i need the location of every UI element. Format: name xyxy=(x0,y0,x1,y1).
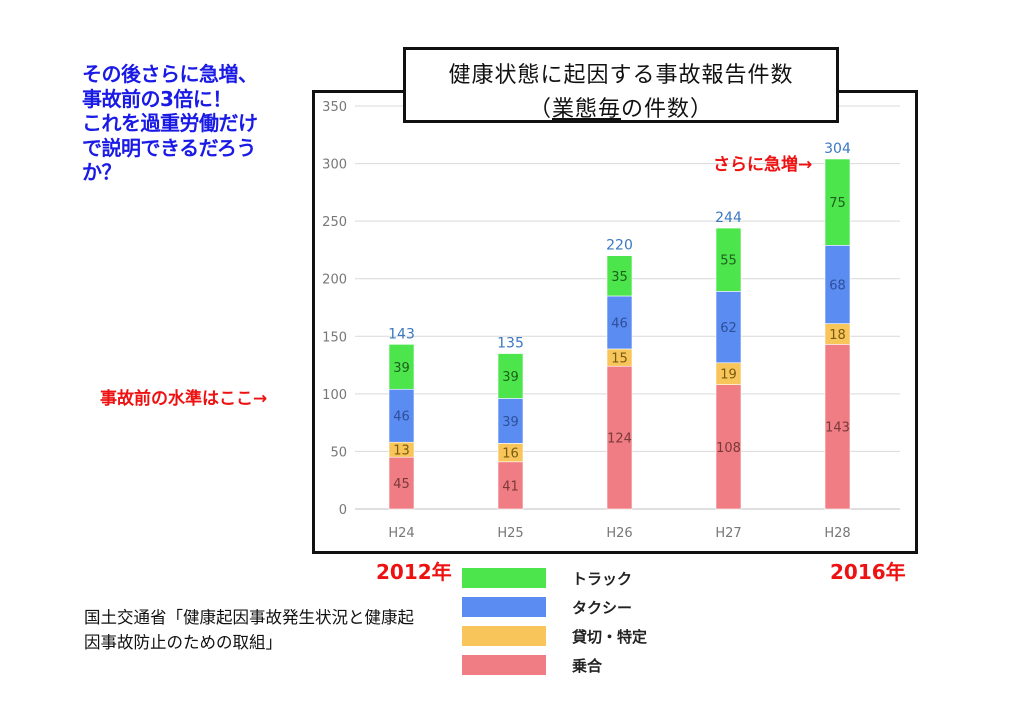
bar-total-label: 220 xyxy=(606,238,633,254)
chart-title-box: 健康状態に起因する事故報告件数 （業態毎の件数） xyxy=(403,47,839,123)
bar-value-label: 19 xyxy=(720,368,737,383)
bar-value-label: 75 xyxy=(829,196,846,211)
chart-title-underlined: 業態毎 xyxy=(551,97,621,122)
surge-label: さらに急増→ xyxy=(713,155,813,175)
chart-title-line2: （業態毎の件数） xyxy=(406,91,836,123)
x-tick-label: H25 xyxy=(497,526,523,541)
bar-total-label: 304 xyxy=(824,141,851,157)
bar-segment-truck xyxy=(606,255,633,297)
bar-segment-taxi xyxy=(388,388,415,443)
bar-value-label: 45 xyxy=(393,477,410,492)
chart-title-line1: 健康状態に起因する事故報告件数 xyxy=(448,63,794,88)
chart-title-rest: の件数） xyxy=(621,97,714,122)
legend-label-truck: トラック xyxy=(572,570,633,588)
note-line-1: その後さらに急増、 xyxy=(82,62,258,86)
y-tick-label: 200 xyxy=(322,273,347,288)
bar-total-label: 135 xyxy=(497,336,524,352)
bar-value-label: 143 xyxy=(825,421,850,436)
x-tick-label: H28 xyxy=(824,526,850,541)
note-line-2: 事故前の3倍に！ xyxy=(82,86,232,111)
legend-label-bus: 乗合 xyxy=(572,657,603,675)
year-end-label: 2016年 xyxy=(830,560,906,584)
x-tick-label: H26 xyxy=(606,526,632,541)
baseline-label: 事故前の水準はここ→ xyxy=(100,389,268,409)
bar-segment-truck xyxy=(388,344,415,390)
legend-item-bus: 乗合 xyxy=(462,655,662,679)
bar-value-label: 108 xyxy=(716,441,741,456)
y-tick-label: 350 xyxy=(322,100,347,115)
note-line-3: これを過重労働だけ xyxy=(82,111,258,135)
legend-item-taxi: タクシー xyxy=(462,597,662,621)
y-tick-label: 300 xyxy=(322,158,347,173)
bar-value-label: 18 xyxy=(829,328,846,343)
bar-segment-taxi xyxy=(497,398,524,444)
y-tick-label: 100 xyxy=(322,388,347,403)
x-tick-label: H24 xyxy=(388,526,414,541)
bar-segment-taxi xyxy=(824,245,851,324)
bar-segment-bus xyxy=(606,365,633,510)
y-tick-label: 150 xyxy=(322,330,347,345)
legend-swatch-taxi xyxy=(462,597,546,617)
bar-value-label: 124 xyxy=(607,432,632,447)
bar-value-label: 41 xyxy=(502,479,519,494)
legend-swatch-truck xyxy=(462,568,546,588)
bar-segment-bus xyxy=(388,456,415,510)
bar-segment-taxi xyxy=(715,291,742,364)
bar-segment-taxi xyxy=(606,295,633,350)
legend-label-charter: 貸切・特定 xyxy=(572,628,648,646)
y-tick-label: 250 xyxy=(322,215,347,230)
bar-value-label: 62 xyxy=(720,321,737,336)
bar-value-label: 13 xyxy=(393,444,410,459)
y-tick-label: 0 xyxy=(339,503,347,518)
note-line-5: か？ xyxy=(82,160,122,184)
bar-value-label: 46 xyxy=(611,316,628,331)
bar-value-label: 46 xyxy=(393,410,410,425)
bar-value-label: 68 xyxy=(829,278,846,293)
note-line-4: で説明できるだろう xyxy=(82,135,256,160)
bar-value-label: 15 xyxy=(611,352,628,367)
legend-swatch-bus xyxy=(462,655,546,675)
legend-item-charter: 貸切・特定 xyxy=(462,626,662,650)
legend-label-taxi: タクシー xyxy=(572,599,633,617)
source-citation: 国土交通省「健康起因事故発生状況と健康起因事故防止のための取組」 xyxy=(84,608,414,652)
bar-segment-bus xyxy=(824,344,851,510)
y-tick-label: 50 xyxy=(330,445,347,460)
legend-swatch-charter xyxy=(462,626,546,646)
bar-total-label: 244 xyxy=(715,210,742,226)
bar-segment-truck xyxy=(824,158,851,246)
legend-item-truck: トラック xyxy=(462,568,662,592)
bar-segment-truck xyxy=(497,353,524,399)
bar-total-label: 143 xyxy=(388,326,415,342)
bar-value-label: 35 xyxy=(611,270,628,285)
bar-value-label: 39 xyxy=(502,415,519,430)
bar-value-label: 39 xyxy=(502,370,519,385)
year-start-label: 2012年 xyxy=(376,560,452,584)
bar-value-label: 39 xyxy=(393,361,410,376)
bar-value-label: 55 xyxy=(720,254,737,269)
chart-title-open-paren: （ xyxy=(528,97,552,122)
bar-value-label: 16 xyxy=(502,447,519,462)
commentary-note: その後さらに急増、 事故前の3倍に！ これを過重労働だけ で説明できるだろう か… xyxy=(82,62,312,185)
bar-segment-truck xyxy=(715,227,742,292)
bar-segment-bus xyxy=(497,461,524,510)
x-tick-label: H27 xyxy=(715,526,741,541)
